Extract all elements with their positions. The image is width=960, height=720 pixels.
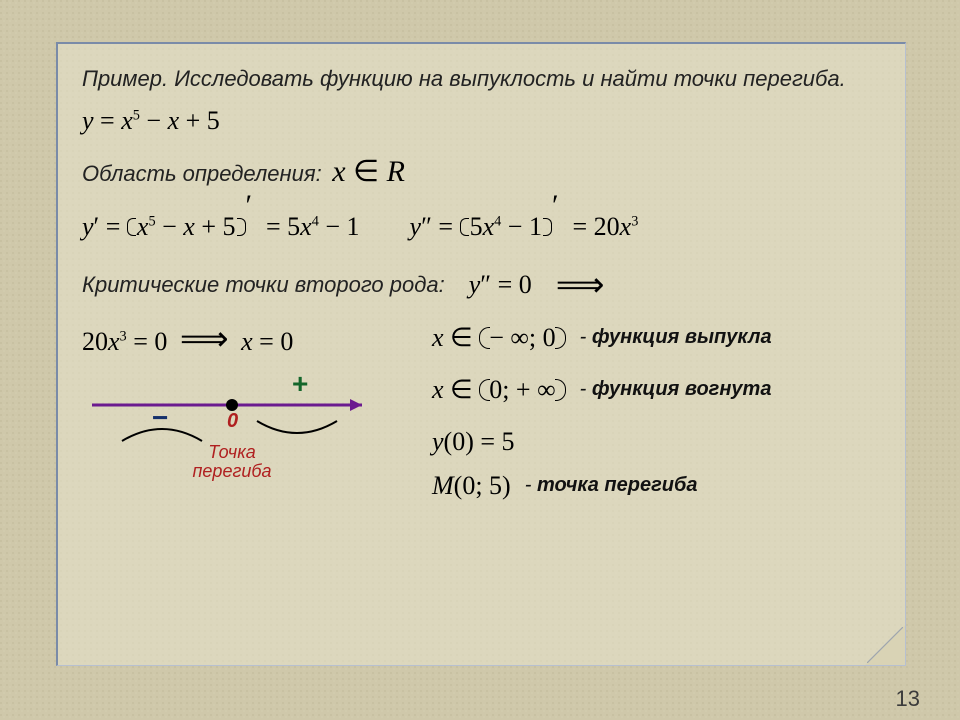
value-at-zero: y(0) = 5 <box>432 427 881 457</box>
inflection-point: M(0; 5) <box>432 471 511 501</box>
inflection-note: - точка перегиба <box>525 474 698 497</box>
second-derivative: y″ = 5x4 − 1′ = 20x3 <box>410 209 639 243</box>
implies-icon: ⟹ <box>556 265 605 305</box>
interval-1-note: - функция выпукла <box>580 326 772 349</box>
interval-2-note: - функция вогнута <box>580 378 772 401</box>
derivatives-row: y′ = x5 − x + 5′ = 5x4 − 1 y″ = 5x4 − 1′… <box>82 209 881 243</box>
critical-points-row: Критические точки второго рода: y″ = 0 ⟹ <box>82 265 881 305</box>
first-derivative: y′ = x5 − x + 5′ = 5x4 − 1 <box>82 209 360 243</box>
domain-row: Область определения: x ∈ R <box>82 154 881 189</box>
svg-text:0: 0 <box>227 410 238 432</box>
example-prompt: Пример. Исследовать функцию на выпуклост… <box>82 64 881 94</box>
left-column: 20x3 = 0 ⟹ x = 0 − + 0 <box>82 319 402 483</box>
domain-label: Область определения: <box>82 161 322 186</box>
right-column: x ∈ − ∞; 0 - функция выпукла x ∈ 0; + ∞ … <box>432 319 881 501</box>
page-number: 13 <box>896 686 920 712</box>
interval-2: x ∈ 0; + ∞ <box>432 375 566 405</box>
implies-icon-2: ⟹ <box>180 321 229 358</box>
page-fold-icon <box>865 625 905 665</box>
slide-frame: Пример. Исследовать функцию на выпуклост… <box>56 42 906 666</box>
svg-text:+: + <box>292 368 308 399</box>
critical-label: Критические точки второго рода: <box>82 272 445 298</box>
inflection-caption: Точка перегиба <box>157 443 307 483</box>
function-equation: y = x5 − x + 5 <box>82 106 881 136</box>
interval-1: x ∈ − ∞; 0 <box>432 323 566 353</box>
domain-expr: x ∈ R <box>332 155 405 188</box>
crit-eq: y″ = 0 <box>469 270 532 300</box>
crit-solve: 20x3 = 0 ⟹ x = 0 <box>82 319 402 359</box>
sign-diagram: − + 0 Точка перегиба <box>82 365 402 483</box>
